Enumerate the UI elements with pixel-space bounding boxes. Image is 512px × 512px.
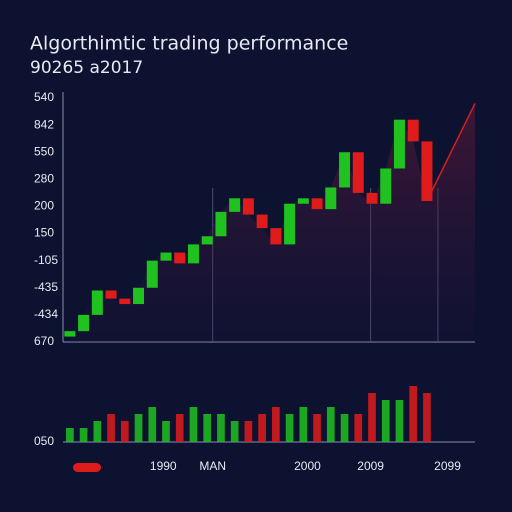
chart-subtitle: 90265 a2017 — [30, 58, 143, 78]
x-tick-label: 2009 — [357, 459, 384, 473]
candle-body — [78, 314, 90, 332]
volume-bar — [409, 386, 418, 442]
y-tick-label: 670 — [34, 334, 54, 348]
candle-body — [105, 290, 117, 299]
candle-body — [146, 260, 158, 288]
y-tick-label: 550 — [34, 144, 54, 158]
candle-body — [284, 203, 296, 245]
candle-body — [380, 168, 392, 204]
candle-body — [215, 211, 227, 237]
candle-body — [393, 119, 405, 169]
chart-title: Algorthimtic trading performance — [30, 33, 348, 55]
y-tick-label: -435 — [34, 280, 58, 294]
candle-body — [297, 198, 309, 204]
y-tick-label: 540 — [34, 90, 54, 104]
candle-body — [91, 290, 103, 315]
candle-body — [256, 214, 268, 229]
y-tick-label: 150 — [34, 226, 54, 240]
volume-bar — [313, 414, 321, 442]
price-area — [69, 103, 475, 342]
volume-bar — [93, 421, 102, 442]
candle-body — [352, 152, 364, 193]
volume-bar — [258, 414, 266, 442]
volume-tick-label: 050 — [34, 434, 54, 448]
candle-body — [311, 198, 323, 210]
candle-body — [229, 198, 241, 212]
volume-bar — [162, 421, 170, 442]
candle-body — [174, 252, 186, 264]
y-tick-label: 200 — [34, 199, 54, 213]
legend-marker — [73, 463, 101, 472]
candle-body — [160, 252, 172, 261]
y-tick-label: -434 — [34, 307, 58, 321]
candle-body — [339, 152, 351, 188]
x-tick-label: MAN — [199, 459, 226, 473]
volume-bar — [120, 421, 129, 442]
volume-bar — [368, 393, 376, 442]
volume-bar — [66, 428, 74, 442]
volume-bar — [244, 421, 253, 442]
candle-body — [201, 236, 213, 245]
y-tick-label: -105 — [34, 253, 58, 267]
volume-bar — [217, 414, 225, 442]
volume-bar — [272, 407, 280, 442]
candle-body — [366, 192, 378, 204]
volume-bar — [134, 414, 143, 442]
volume-bar — [175, 414, 184, 442]
volume-bar — [395, 400, 404, 442]
volume-bar — [189, 407, 198, 442]
candle-body — [242, 198, 254, 215]
y-tick-label: 280 — [34, 172, 54, 186]
candle-body — [407, 119, 419, 142]
volume-bar — [79, 428, 88, 442]
volume-bar — [381, 400, 390, 442]
volume-bar — [230, 421, 239, 442]
volume-bar — [148, 407, 157, 442]
x-tick-label: 2000 — [294, 459, 321, 473]
volume-bar — [326, 407, 335, 442]
candle-body — [187, 244, 199, 264]
y-tick-label: 842 — [34, 117, 54, 131]
trend-line — [426, 103, 476, 202]
candle-body — [421, 141, 433, 202]
volume-bar — [423, 393, 431, 442]
x-tick-label: 1990 — [150, 459, 177, 473]
volume-bar — [107, 414, 115, 442]
candle-body — [64, 331, 76, 337]
candle-body — [270, 228, 282, 245]
candle-body — [133, 287, 145, 305]
candle-body — [119, 298, 131, 305]
candle-body — [325, 187, 337, 210]
x-tick-label: 2099 — [434, 459, 461, 473]
volume-bar — [354, 414, 363, 442]
volume-bar — [299, 407, 308, 442]
volume-bar — [340, 414, 349, 442]
volume-bar — [285, 414, 294, 442]
volume-bar — [203, 414, 212, 442]
